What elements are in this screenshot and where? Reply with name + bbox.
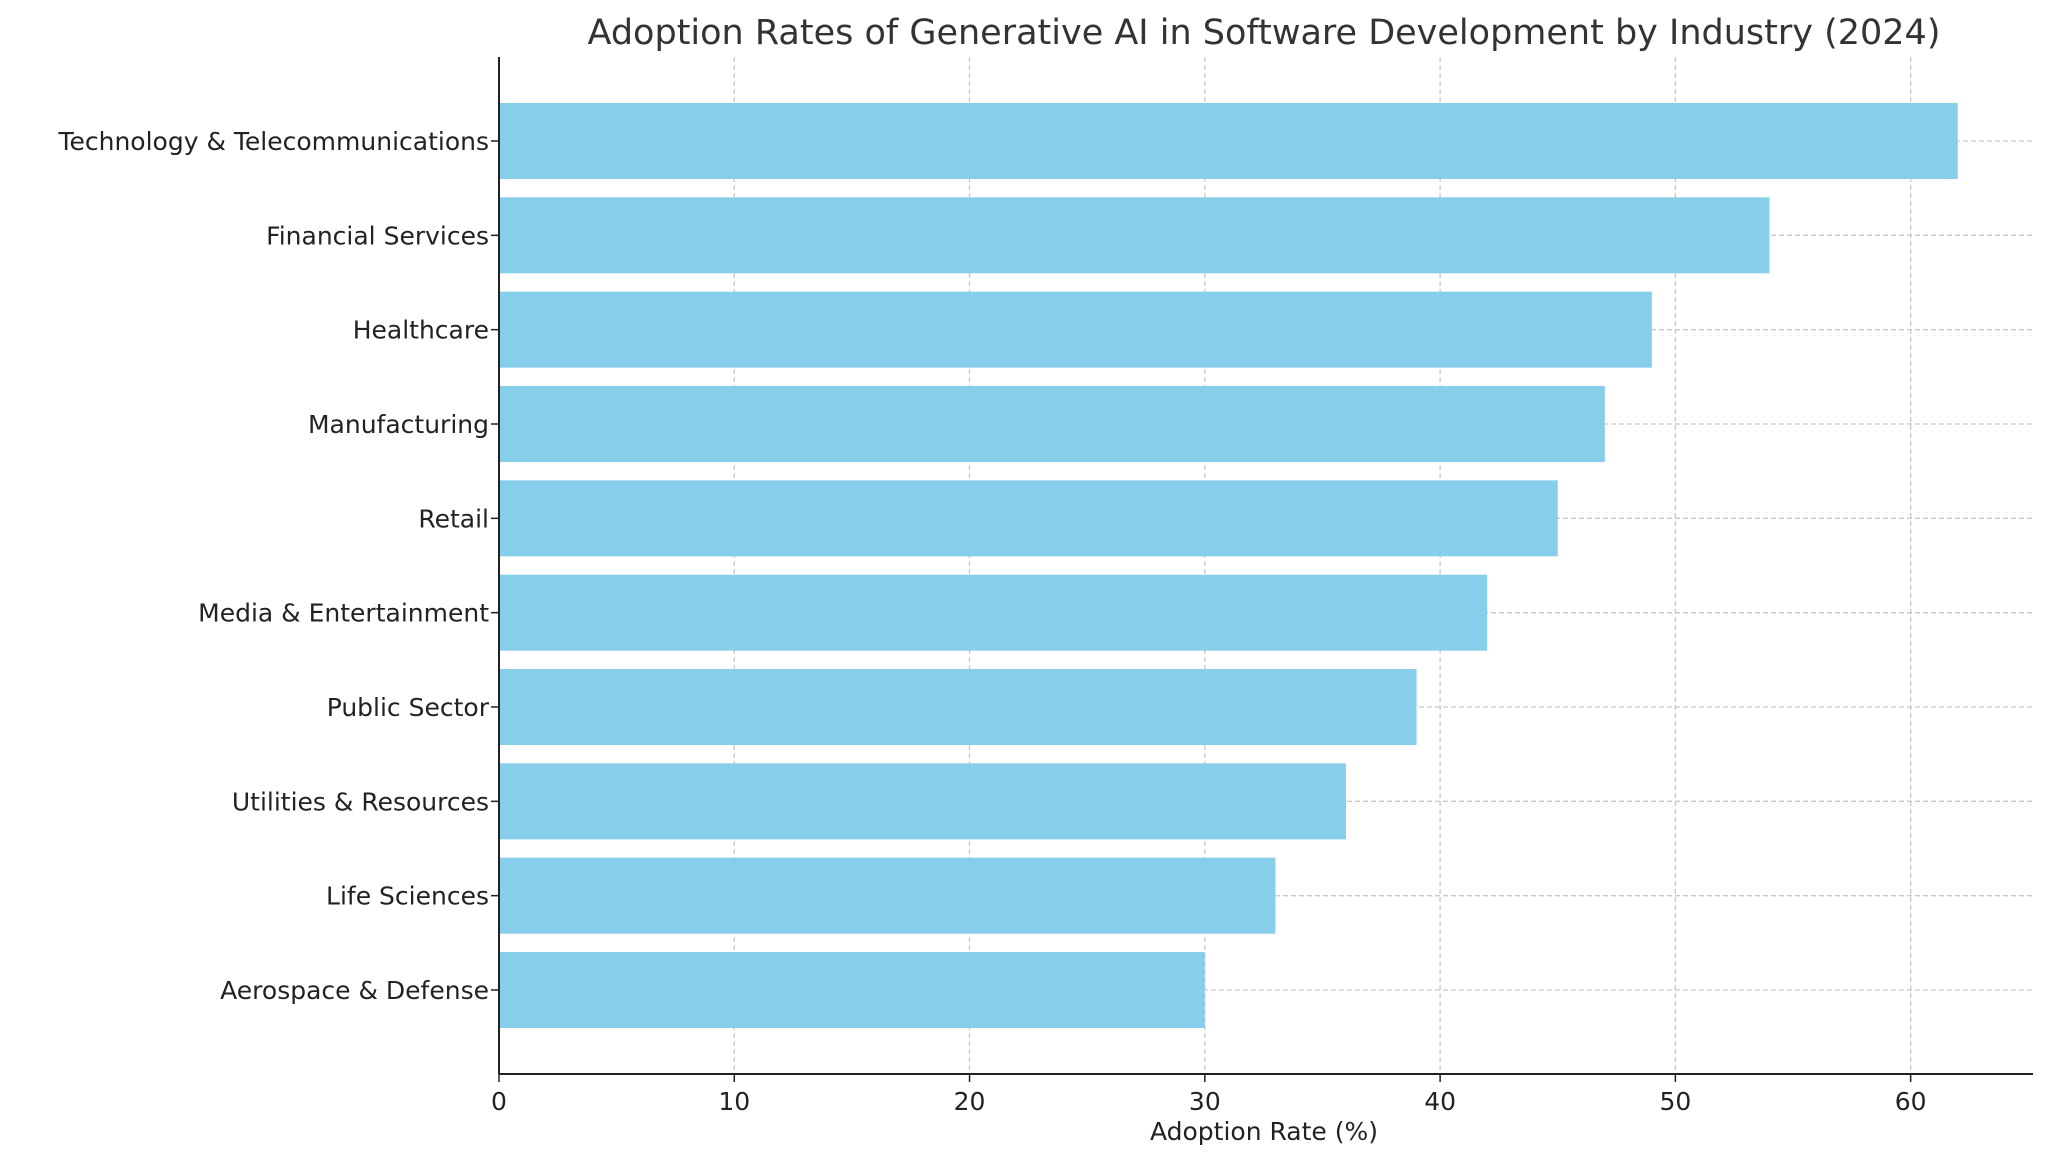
x-tick-label: 10 xyxy=(718,1087,750,1116)
bar xyxy=(499,291,1652,368)
y-tick-label: Financial Services xyxy=(266,221,489,250)
y-tick-label: Healthcare xyxy=(353,316,489,345)
bars xyxy=(499,103,1958,1028)
bar xyxy=(499,669,1417,745)
y-tick-label: Aerospace & Defense xyxy=(220,976,489,1005)
x-tick-labels: 0 10 20 30 40 50 60 xyxy=(491,1074,1927,1116)
bar xyxy=(499,103,1958,179)
x-tick-label: 30 xyxy=(1189,1087,1221,1116)
bar xyxy=(499,763,1346,840)
chart-title: Adoption Rates of Generative AI in Softw… xyxy=(588,13,1941,53)
bar xyxy=(499,480,1558,557)
x-tick-label: 0 xyxy=(491,1087,507,1116)
bar xyxy=(499,952,1205,1028)
x-tick-label: 40 xyxy=(1424,1087,1456,1116)
x-tick-label: 50 xyxy=(1659,1087,1691,1116)
y-tick-label: Public Sector xyxy=(327,693,490,722)
bar xyxy=(499,386,1605,462)
y-tick-label: Technology & Telecommunications xyxy=(57,127,489,156)
bar xyxy=(499,197,1770,274)
x-tick-label: 60 xyxy=(1895,1087,1927,1116)
y-tick-label: Manufacturing xyxy=(308,410,489,439)
y-tick-label: Media & Entertainment xyxy=(198,599,489,628)
x-axis-label: Adoption Rate (%) xyxy=(1150,1117,1378,1146)
x-tick-label: 20 xyxy=(954,1087,986,1116)
bar xyxy=(499,857,1276,934)
y-tick-label: Utilities & Resources xyxy=(232,787,489,816)
y-tick-labels: Technology & Telecommunications Financial… xyxy=(57,127,499,1005)
y-tick-label: Life Sciences xyxy=(326,882,489,911)
bar xyxy=(499,574,1488,651)
y-tick-label: Retail xyxy=(418,504,489,533)
